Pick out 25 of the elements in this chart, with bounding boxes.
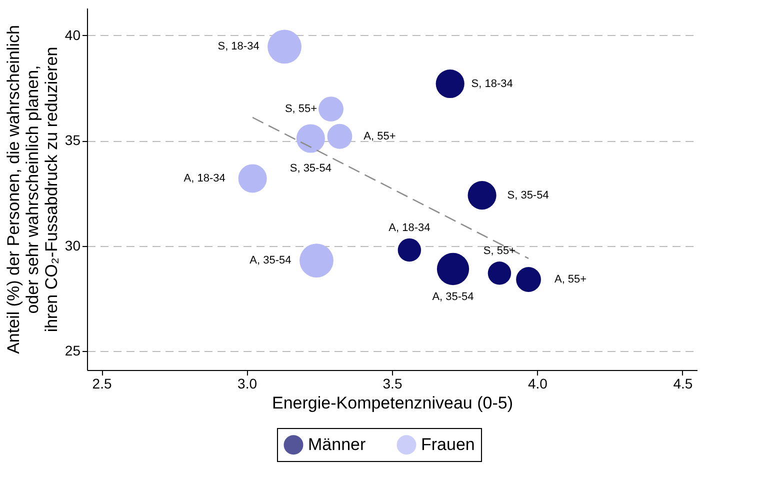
annotation: A, 35-54 (250, 254, 292, 267)
x-tick-label: 3.0 (238, 376, 258, 392)
y-tick-label: 25 (64, 342, 81, 359)
y-tick-label: 40 (64, 26, 81, 43)
x-tick-label: 2.5 (92, 376, 112, 392)
annotation: S, 35-54 (507, 189, 549, 202)
annotation: A, 55+ (364, 130, 396, 142)
annotation: S, 18-34 (218, 40, 260, 53)
annotation: S, 18-34 (471, 78, 513, 90)
x-tick-label: 3.5 (382, 376, 402, 392)
x-tick-label: 4.5 (673, 376, 693, 392)
y-axis-title: Anteil (%) der Personen, die wahrscheinlich oder sehr wahrscheinlich planen, ihren CO₂-Fussabdruck zu reduzieren (4, 25, 61, 354)
annotation: A, 18-34 (388, 222, 430, 234)
annotation: S, 35-54 (290, 162, 332, 174)
annotation: A, 35-54 (432, 290, 474, 303)
annotation: S, 55+ (483, 245, 516, 258)
legend-label: Männer (308, 434, 366, 454)
annotation: S, 55+ (284, 103, 318, 116)
annotation: A, 18-34 (184, 172, 226, 184)
y-tick-label: 30 (64, 237, 81, 254)
x-axis-title: Energie-Kompetenzniveau (0-5) (272, 394, 513, 412)
x-tick-label: 4.0 (528, 376, 548, 392)
legend-label: Frauen (421, 434, 475, 454)
annotation: A, 55+ (554, 274, 587, 286)
y-tick-label: 35 (64, 132, 81, 148)
